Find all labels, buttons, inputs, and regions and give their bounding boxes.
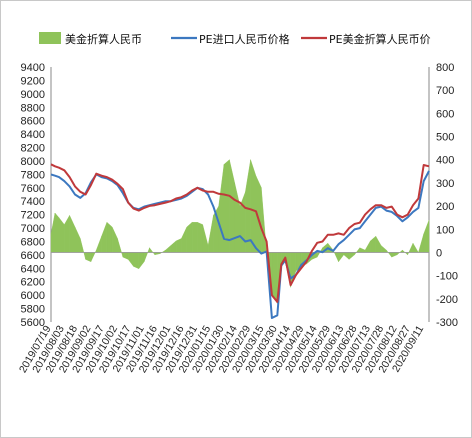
area-segment xyxy=(74,226,81,253)
y-left-tick-label: 9200 xyxy=(21,75,45,87)
y-right-tick-label: 800 xyxy=(436,62,454,74)
y-left-tick-label: 7200 xyxy=(21,210,45,222)
area-segment xyxy=(338,252,344,263)
legend-label-red: PE美金折算人民币价 xyxy=(329,32,431,46)
area-segment xyxy=(149,247,156,256)
area-segment xyxy=(186,221,193,253)
area-segment xyxy=(50,212,56,253)
area-segment xyxy=(165,245,172,253)
y-right-tick-label: 200 xyxy=(436,201,454,213)
area-segment xyxy=(122,252,129,260)
area-segment xyxy=(127,252,134,267)
area-segment xyxy=(418,233,424,253)
area-segment xyxy=(54,212,60,253)
blue-price-line xyxy=(50,170,430,319)
area-segment xyxy=(234,182,241,253)
area-segment xyxy=(175,238,182,253)
area-segment xyxy=(354,247,360,256)
area-segment xyxy=(207,215,214,253)
x-axis: 2019/07/192019/08/032019/08/182019/09/02… xyxy=(17,323,426,375)
y-right-tick-label: 600 xyxy=(436,108,454,120)
y-right-tick-label: -300 xyxy=(436,317,458,329)
y-right-tick-label: 500 xyxy=(436,132,454,144)
area-segment xyxy=(58,217,65,253)
area-segment xyxy=(343,252,350,260)
y-right-tick-label: 300 xyxy=(436,178,454,190)
y-left-tick-label: 6800 xyxy=(21,236,45,248)
area-segment xyxy=(391,252,398,258)
area-segment xyxy=(133,252,140,270)
area-segment xyxy=(333,250,339,262)
area-segment xyxy=(359,247,366,253)
line-series xyxy=(50,163,430,319)
area-segment xyxy=(159,249,166,254)
red-price-line xyxy=(50,163,430,303)
y-left-tick-label: 7800 xyxy=(21,169,45,181)
y-left-tick-label: 8400 xyxy=(21,129,45,141)
area-segment xyxy=(375,235,382,253)
area-segment xyxy=(138,252,145,270)
y-right-tick-label: 0 xyxy=(436,247,442,259)
y-axis-right: 800 700 600 500 400 300 200 100 0 -100 -200 -300 xyxy=(428,62,458,329)
area-segment xyxy=(245,159,251,253)
area-segment xyxy=(423,219,430,253)
area-series xyxy=(50,159,430,305)
area-segment xyxy=(370,235,376,253)
y-right-tick-label: 100 xyxy=(436,224,454,236)
y-left-tick-label: 8800 xyxy=(21,102,45,114)
legend: 美金折算人民币 PE进口人民币价格 PE美金折算人民币价 xyxy=(39,32,431,46)
y-right-tick-label: -200 xyxy=(436,294,458,306)
area-segment xyxy=(202,224,209,253)
area-segment xyxy=(90,250,97,262)
y-left-tick-label: 7400 xyxy=(21,196,45,208)
area-segment xyxy=(239,192,246,253)
y-left-tick-label: 5600 xyxy=(21,317,45,329)
legend-swatch-area xyxy=(39,32,61,44)
area-segment xyxy=(143,247,150,262)
y-left-tick-label: 6200 xyxy=(21,277,45,289)
y-left-tick-label: 9400 xyxy=(21,62,45,74)
y-left-tick-label: 6000 xyxy=(21,290,45,302)
area-segment xyxy=(111,226,118,253)
area-segment xyxy=(191,222,198,253)
area-segment xyxy=(64,214,70,253)
area-segment xyxy=(96,236,102,253)
y-left-tick-label: 8200 xyxy=(21,143,45,155)
y-left-tick-label: 7000 xyxy=(21,223,45,235)
legend-label-blue: PE进口人民币价格 xyxy=(199,32,290,46)
area-segment xyxy=(170,240,177,253)
area-segment xyxy=(181,226,188,253)
y-right-tick-label: 400 xyxy=(436,155,454,167)
y-left-tick-label: 8600 xyxy=(21,116,45,128)
area-segment xyxy=(364,240,371,253)
area-segment xyxy=(101,222,108,253)
area-segment xyxy=(117,238,124,258)
area-segment xyxy=(386,249,392,258)
area-segment xyxy=(348,252,355,260)
area-segment xyxy=(85,252,92,263)
legend-label-area: 美金折算人民币 xyxy=(65,32,142,46)
y-left-tick-label: 6600 xyxy=(21,250,45,262)
y-left-tick-label: 9000 xyxy=(21,89,45,101)
y-left-tick-label: 7600 xyxy=(21,183,45,195)
area-segment xyxy=(407,243,414,255)
area-segment xyxy=(250,159,257,253)
area-segment xyxy=(412,242,419,253)
area-segment xyxy=(80,238,86,260)
y-right-tick-label: -100 xyxy=(436,271,458,283)
y-right-tick-label: 700 xyxy=(436,85,454,97)
y-left-tick-label: 6400 xyxy=(21,263,45,275)
area-segment xyxy=(106,221,113,253)
y-left-tick-label: 8000 xyxy=(21,156,45,168)
y-left-tick-label: 5800 xyxy=(21,304,45,316)
area-segment xyxy=(380,245,387,253)
area-segment xyxy=(69,215,76,253)
area-segment xyxy=(197,221,203,253)
